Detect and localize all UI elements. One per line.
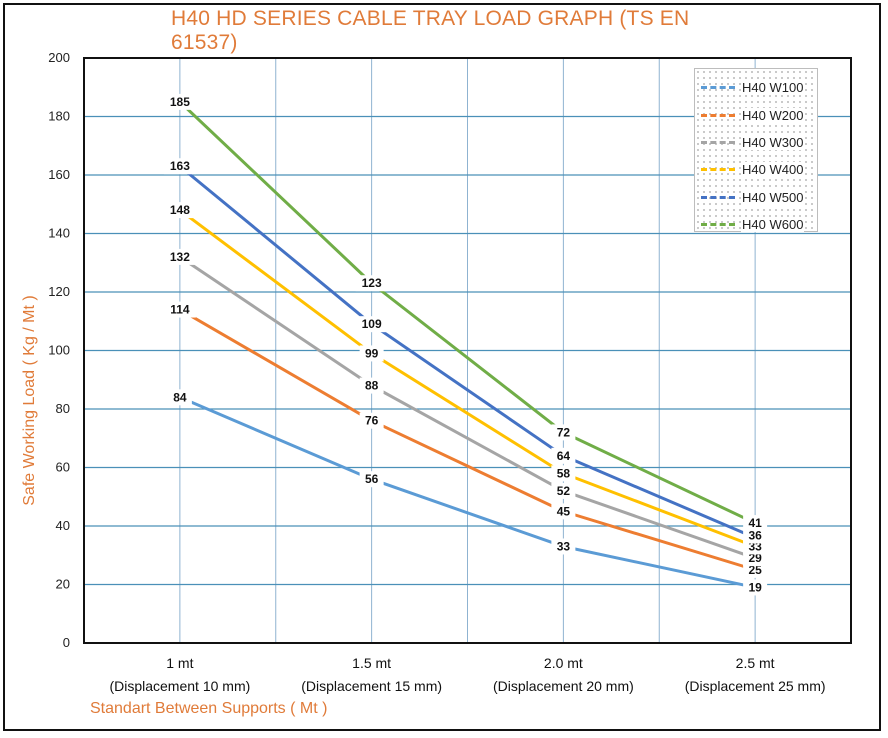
- legend-item: H40 W500: [701, 184, 811, 211]
- data-label: 163: [170, 159, 190, 173]
- data-label-bg: [359, 377, 384, 394]
- data-label: 33: [557, 539, 571, 553]
- x-tick-label: 1 mt: [166, 655, 193, 671]
- data-label-bg: [551, 447, 576, 464]
- y-tick-label: 120: [48, 284, 70, 299]
- x-tick-label: 2.5 mt: [736, 655, 775, 671]
- chart-title: H40 HD SERIES CABLE TRAY LOAD GRAPH (TS …: [168, 7, 720, 55]
- series-line: [179, 395, 756, 589]
- legend-swatch: [701, 113, 735, 117]
- data-label-bg: [167, 389, 192, 406]
- series-line: [179, 255, 756, 560]
- data-label-bg: [163, 301, 196, 318]
- series-line: [178, 208, 756, 548]
- x-axis-label: Standart Between Supports ( Mt ): [90, 700, 328, 717]
- data-label-bg: [359, 345, 384, 362]
- y-tick-label: 60: [56, 460, 70, 475]
- data-label-bg: [743, 515, 768, 532]
- y-tick-label: 180: [48, 109, 70, 124]
- x-tick-label: 2.0 mt: [544, 655, 583, 671]
- data-label: 56: [365, 472, 379, 486]
- data-label-bg: [551, 465, 576, 482]
- y-tick-label: 100: [48, 343, 70, 358]
- y-tick-label: 160: [48, 167, 70, 182]
- data-label-bg: [163, 158, 196, 175]
- data-label-bg: [355, 275, 388, 292]
- legend-label: H40 W300: [741, 134, 805, 150]
- chart-title-box: H40 HD SERIES CABLE TRAY LOAD GRAPH (TS …: [168, 7, 720, 55]
- x-tick-sublabel: (Displacement 10 mm): [109, 678, 250, 694]
- data-label-bg: [551, 482, 576, 499]
- legend-item: H40 W400: [701, 156, 811, 183]
- data-label: 45: [557, 504, 571, 518]
- data-label: 72: [557, 425, 571, 439]
- series-line: [179, 308, 756, 572]
- y-tick-label: 0: [63, 635, 70, 650]
- data-label: 185: [170, 95, 190, 109]
- legend-item: H40 W100: [701, 74, 811, 101]
- y-axis-label: Safe Working Load ( Kg / Mt ): [21, 295, 38, 505]
- data-label-bg: [743, 579, 768, 596]
- data-label: 64: [557, 449, 571, 463]
- legend-item: H40 W200: [701, 101, 811, 128]
- legend-label: H40 W200: [741, 107, 805, 123]
- y-tick-label: 140: [48, 226, 70, 241]
- data-label: 148: [170, 203, 190, 217]
- data-label-bg: [743, 527, 768, 544]
- data-label: 99: [365, 346, 379, 360]
- y-tick-label: 200: [48, 50, 70, 65]
- legend-label: H40 W400: [741, 162, 805, 178]
- data-label: 109: [362, 317, 382, 331]
- data-label: 123: [362, 276, 382, 290]
- data-label: 88: [365, 379, 379, 393]
- legend-item: H40 W300: [701, 129, 811, 156]
- data-label-bg: [355, 316, 388, 333]
- data-label: 29: [748, 551, 762, 565]
- y-tick-label: 80: [56, 401, 70, 416]
- data-label: 52: [557, 484, 571, 498]
- data-label: 114: [170, 303, 190, 317]
- data-label-bg: [551, 538, 576, 555]
- data-label-bg: [551, 503, 576, 520]
- legend: H40 W100 H40 W200 H40 W300 H40 W400 H40 W500…: [694, 68, 818, 233]
- legend-swatch: [701, 223, 735, 227]
- x-tick-sublabel: (Displacement 20 mm): [493, 678, 634, 694]
- data-label-bg: [163, 202, 196, 219]
- data-label: 84: [173, 390, 187, 404]
- data-label: 41: [748, 516, 762, 530]
- data-label-bg: [551, 424, 576, 441]
- series-line: [178, 100, 756, 525]
- legend-swatch: [701, 195, 735, 199]
- x-tick-sublabel: (Displacement 25 mm): [685, 678, 826, 694]
- plot-border: [83, 57, 852, 644]
- data-label-bg: [359, 471, 384, 488]
- legend-swatch: [701, 168, 735, 172]
- data-label-bg: [163, 248, 196, 265]
- data-label: 132: [170, 250, 190, 264]
- data-label-bg: [359, 412, 384, 429]
- data-label: 36: [748, 528, 762, 542]
- x-tick-label: 1.5 mt: [352, 655, 391, 671]
- legend-label: H40 W600: [741, 217, 805, 233]
- data-label: 19: [748, 580, 762, 594]
- legend-item: H40 W600: [701, 211, 811, 238]
- y-tick-label: 40: [56, 518, 70, 533]
- data-label: 25: [748, 563, 762, 577]
- x-tick-sublabel: (Displacement 15 mm): [301, 678, 442, 694]
- legend-swatch: [701, 140, 735, 144]
- data-label: 58: [557, 466, 571, 480]
- legend-swatch: [701, 86, 735, 90]
- legend-label: H40 W500: [741, 189, 805, 205]
- data-label: 76: [365, 414, 379, 428]
- y-tick-label: 20: [56, 577, 70, 592]
- legend-label: H40 W100: [741, 80, 805, 96]
- data-label-bg: [163, 93, 196, 110]
- series-line: [178, 165, 756, 540]
